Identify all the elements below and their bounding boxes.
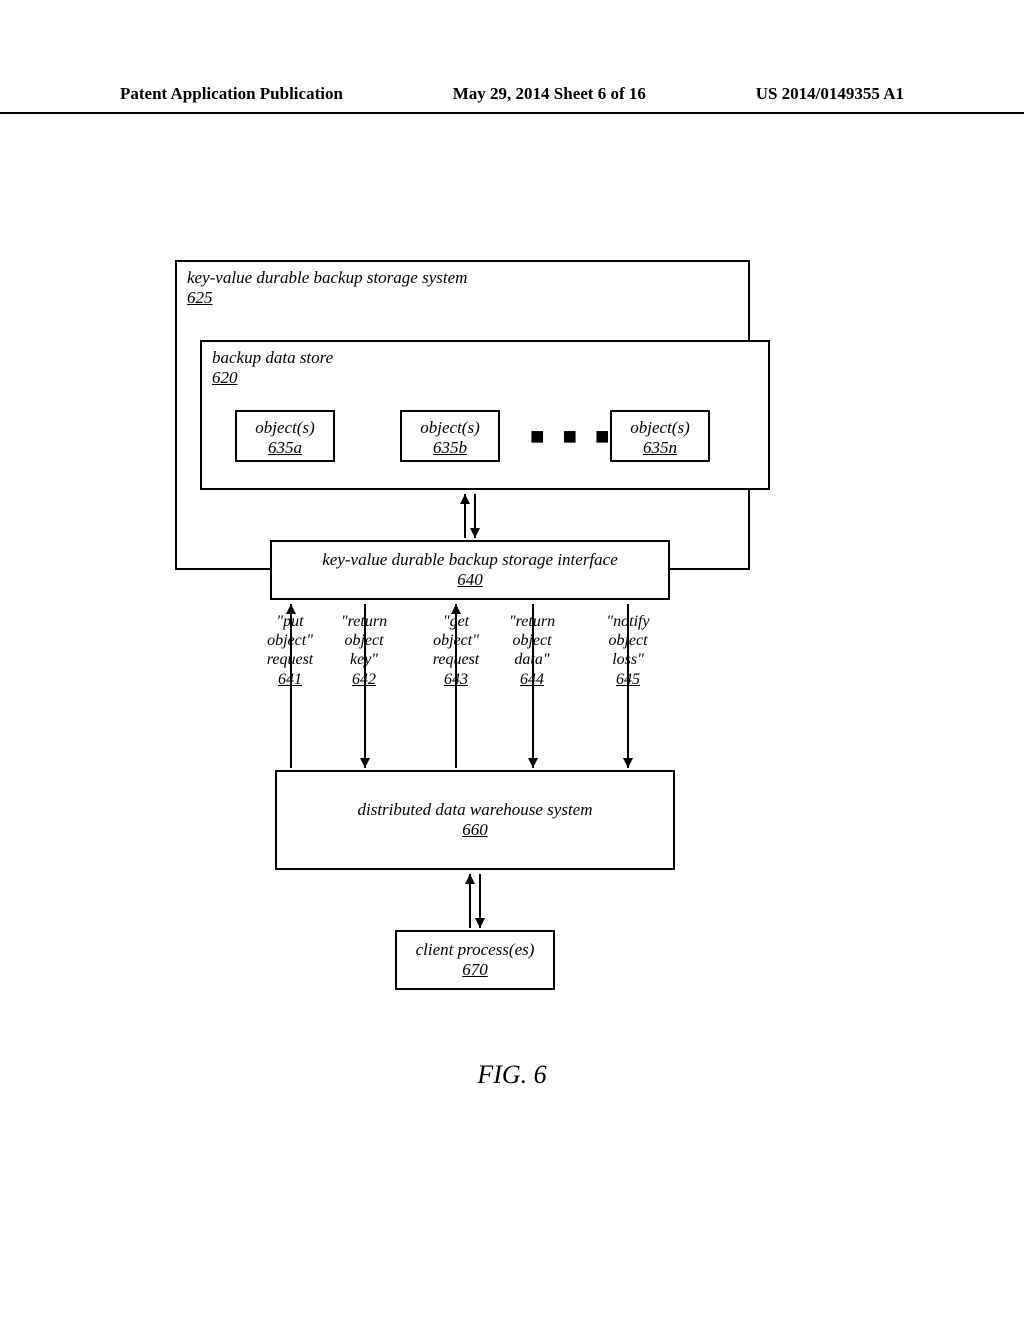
page: Patent Application Publication May 29, 2… <box>0 0 1024 1320</box>
arrows-svg <box>0 0 1024 1320</box>
